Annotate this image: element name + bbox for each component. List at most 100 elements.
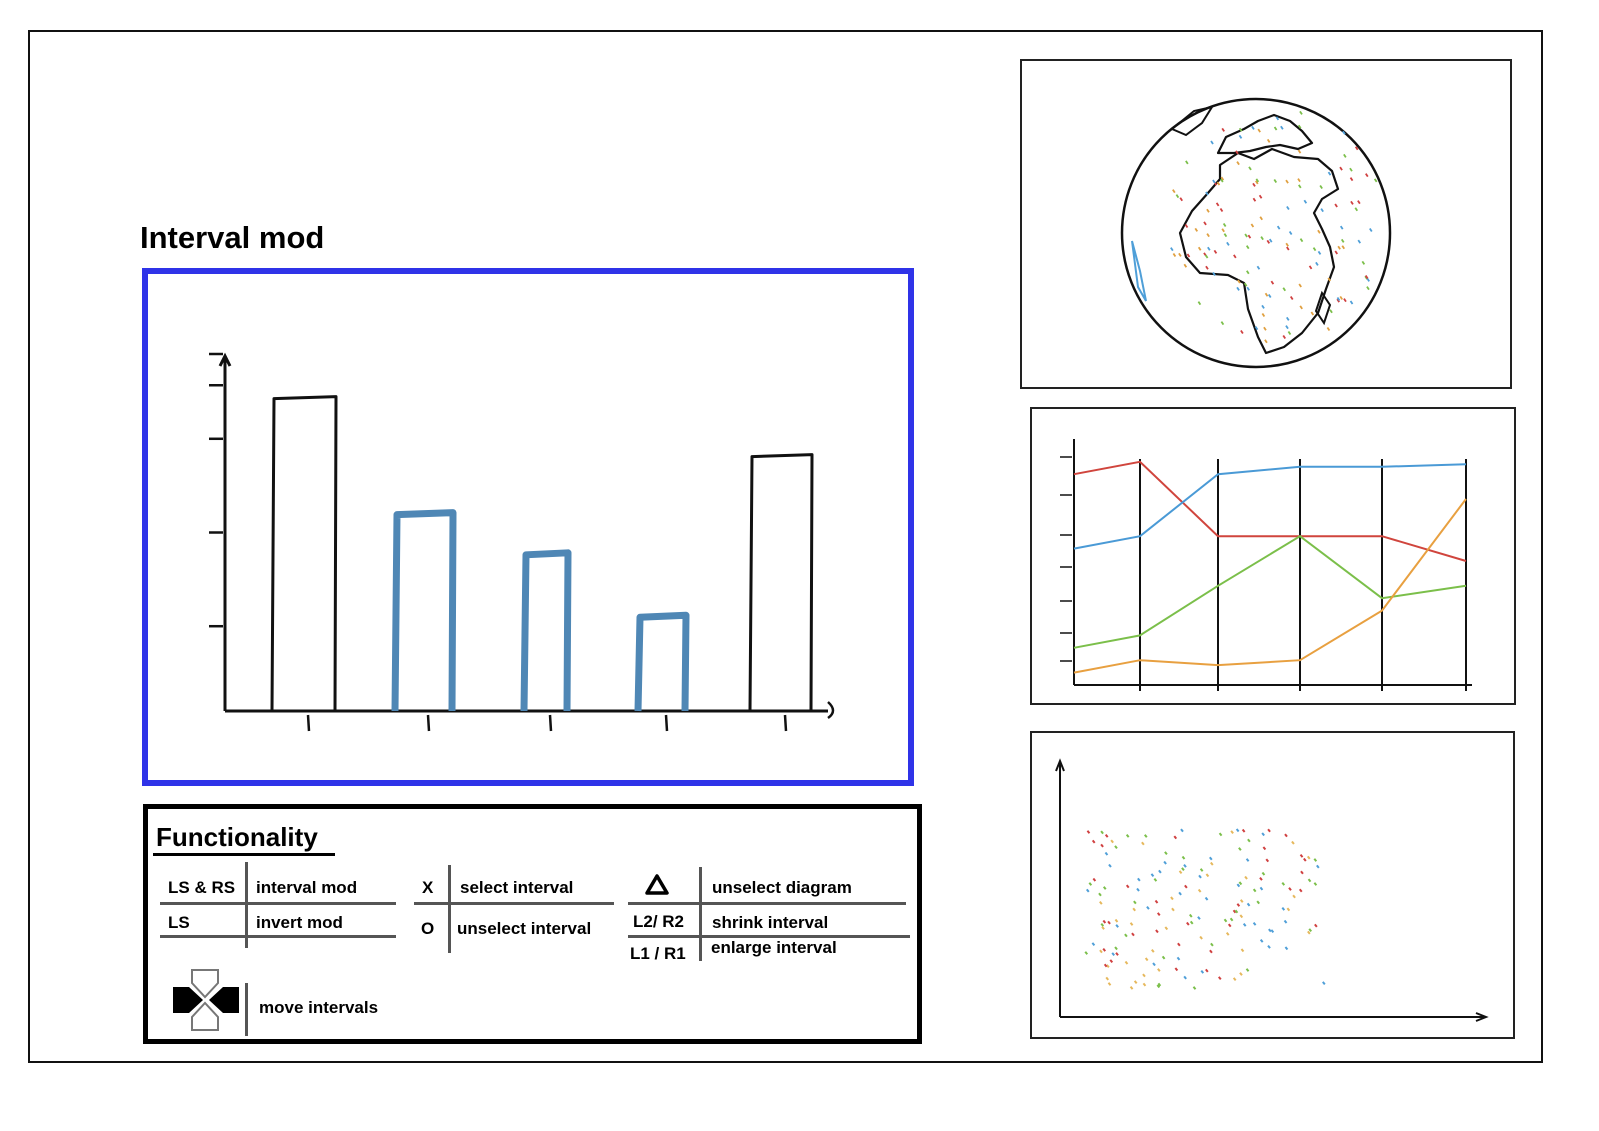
map-point: [1349, 167, 1353, 172]
scatter-point: [1132, 907, 1136, 912]
scatter-point: [1256, 900, 1260, 905]
map-point: [1170, 247, 1174, 252]
map-point: [1185, 160, 1189, 165]
scatter-point: [1313, 882, 1318, 886]
map-point: [1270, 280, 1275, 285]
scatter-point: [1133, 980, 1138, 984]
map-point: [1280, 125, 1284, 130]
scatter-point: [1308, 928, 1313, 932]
scatter-point: [1142, 973, 1146, 978]
scatter-point: [1155, 929, 1159, 934]
map-point: [1317, 229, 1321, 234]
scatter-point: [1225, 932, 1230, 936]
action-interval-mod: interval mod: [256, 878, 358, 897]
functionality-title-underline: [153, 853, 335, 856]
scatter-point: [1137, 877, 1141, 882]
scatter-point: [1084, 951, 1089, 955]
map-point: [1339, 166, 1343, 171]
map-point: [1339, 225, 1344, 230]
divider: [628, 935, 910, 938]
map-point: [1299, 238, 1304, 243]
scatter-point: [1267, 945, 1271, 949]
action-unselect-diagram: unselect diagram: [712, 878, 852, 897]
map-point: [1336, 296, 1341, 301]
x-tick: [426, 714, 431, 732]
scatter-point: [1141, 841, 1145, 846]
scatter-point: [1210, 942, 1214, 947]
map-point: [1327, 171, 1332, 176]
scatter-point: [1234, 909, 1239, 914]
scatter-point: [1198, 874, 1202, 879]
scatter-point: [1188, 913, 1193, 918]
action-shrink-interval: shrink interval: [712, 913, 829, 932]
map-point: [1310, 311, 1315, 316]
globe-map-panel[interactable]: [1020, 59, 1512, 389]
scatter-plot-chart[interactable]: [1032, 733, 1513, 1037]
map-point: [1364, 274, 1369, 279]
map-point: [1175, 194, 1180, 199]
map-point: [1308, 265, 1313, 270]
x-tick: [548, 714, 553, 732]
scatter-point: [1153, 878, 1158, 882]
scatter-point: [1106, 964, 1110, 969]
scatter-point: [1091, 839, 1096, 844]
continent-europe: [1216, 113, 1314, 155]
map-point: [1334, 250, 1339, 255]
map-point: [1349, 177, 1354, 182]
map-point: [1250, 223, 1255, 228]
map-point: [1337, 245, 1341, 250]
parallel-coordinates-chart[interactable]: [1032, 409, 1514, 703]
scatter-point: [1177, 942, 1181, 947]
parallel-coordinates-panel[interactable]: [1030, 407, 1516, 705]
scatter-point: [1306, 855, 1311, 860]
globe-map-icon[interactable]: [1022, 61, 1510, 387]
map-point: [1260, 236, 1264, 241]
map-point: [1237, 279, 1241, 284]
map-point: [1223, 233, 1228, 238]
scatter-point: [1197, 916, 1201, 920]
map-point: [1207, 246, 1211, 251]
scatter-plot-panel[interactable]: [1030, 731, 1515, 1039]
map-point: [1247, 234, 1252, 239]
y-axis-arrow: [1055, 758, 1065, 772]
map-point: [1212, 271, 1216, 276]
map-point: [1336, 298, 1340, 303]
scatter-point: [1223, 918, 1228, 923]
scatter-point: [1104, 833, 1109, 838]
action-enlarge-interval: enlarge interval: [711, 938, 837, 957]
scatter-point: [1136, 887, 1140, 892]
scatter-point: [1238, 881, 1243, 886]
scatter-point: [1107, 982, 1112, 986]
scatter-point: [1292, 894, 1296, 899]
map-point: [1206, 208, 1210, 213]
map-point: [1317, 250, 1322, 255]
bar-chart-canvas[interactable]: [148, 274, 908, 780]
map-point: [1183, 263, 1188, 268]
scatter-point: [1209, 949, 1213, 954]
map-point: [1263, 326, 1267, 331]
map-point: [1343, 298, 1347, 303]
scatter-point: [1110, 839, 1114, 844]
scatter-point: [1125, 833, 1130, 838]
scatter-point: [1144, 834, 1148, 838]
interval-bar-chart[interactable]: [142, 268, 914, 786]
scatter-point: [1133, 900, 1137, 905]
map-point: [1275, 116, 1280, 121]
scatter-point: [1144, 957, 1149, 962]
action-unselect-interval: unselect interval: [457, 919, 592, 938]
scatter-point: [1261, 871, 1266, 876]
map-point: [1219, 207, 1224, 212]
scatter-point: [1154, 899, 1159, 904]
scatter-point: [1146, 905, 1150, 910]
scatter-point: [1244, 875, 1248, 880]
scatter-point: [1209, 856, 1213, 861]
scatter-point: [1218, 976, 1222, 980]
map-point: [1238, 127, 1243, 132]
scatter-point: [1300, 870, 1304, 875]
map-point: [1285, 179, 1289, 184]
scatter-point: [1104, 851, 1109, 856]
scatter-point: [1152, 962, 1156, 967]
scatter-point: [1164, 926, 1169, 931]
map-point: [1326, 327, 1331, 332]
bar-selected: [634, 611, 690, 712]
